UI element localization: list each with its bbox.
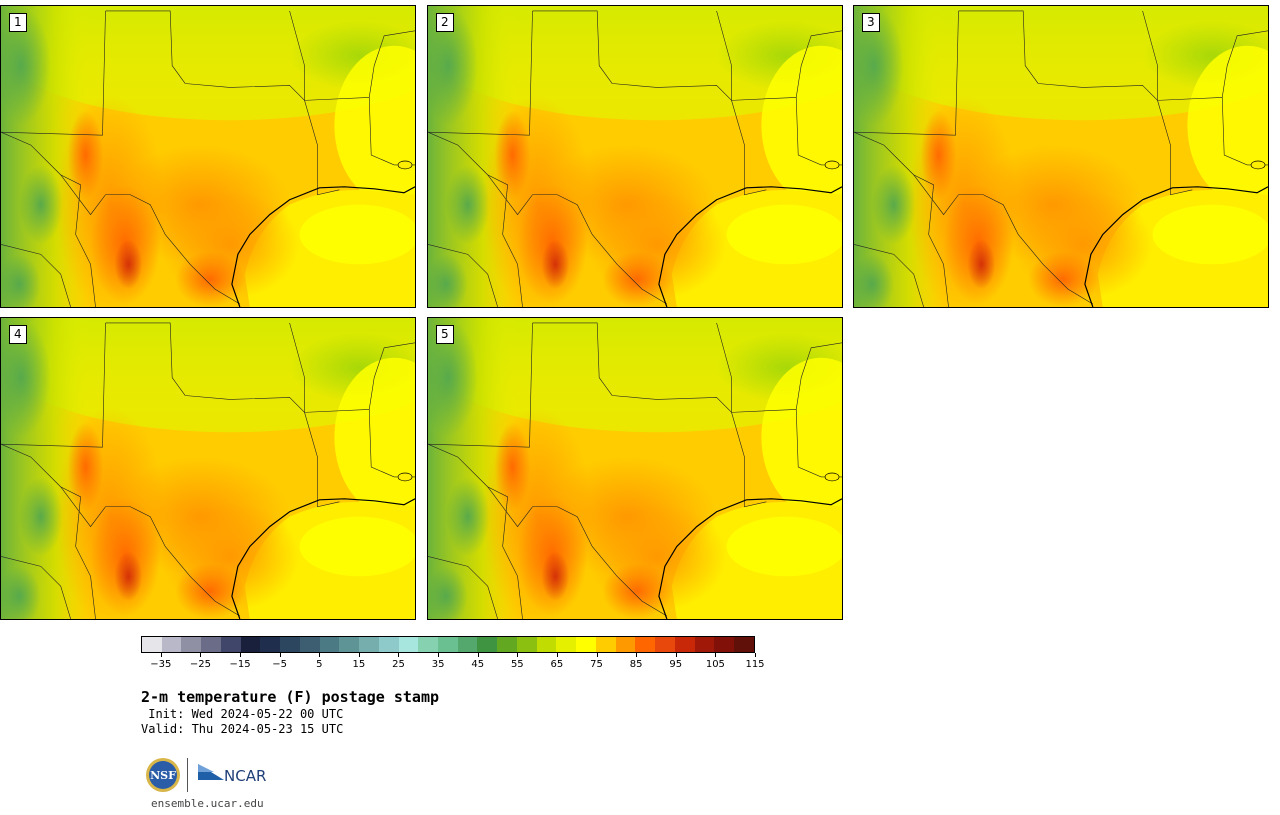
colorbar-swatch xyxy=(556,637,577,652)
colorbar-tick xyxy=(240,653,242,657)
colorbar-swatch xyxy=(576,637,596,652)
colorbar-swatch xyxy=(674,637,695,652)
colorbar-tick-label: 115 xyxy=(745,659,765,670)
colorbar-tick-label: 75 xyxy=(590,659,603,670)
colorbar-swatch xyxy=(497,637,517,652)
temperature-map xyxy=(428,318,842,619)
colorbar-swatch xyxy=(220,637,241,652)
colorbar-swatch xyxy=(457,637,478,652)
colorbar-tick xyxy=(160,653,162,657)
svg-text:NCAR: NCAR xyxy=(224,767,266,785)
colorbar-swatch xyxy=(536,637,557,652)
colorbar-tick xyxy=(556,653,558,657)
stamp-panel-2: 2 xyxy=(427,5,843,308)
colorbar-tick xyxy=(438,653,440,657)
colorbar-swatch xyxy=(260,637,281,652)
panel-label: 2 xyxy=(436,13,454,32)
site-url: ensemble.ucar.edu xyxy=(151,797,264,810)
colorbar-tick xyxy=(596,653,598,657)
init-time: Init: Wed 2024-05-22 00 UTC xyxy=(141,707,344,721)
colorbar-swatch xyxy=(240,637,261,652)
temperature-map xyxy=(1,6,415,307)
panel-label: 5 xyxy=(436,325,454,344)
temperature-map xyxy=(428,6,842,307)
colorbar-swatch xyxy=(635,637,656,652)
colorbar-swatch xyxy=(359,637,379,652)
colorbar-tick xyxy=(636,653,638,657)
colorbar-tick-label: −25 xyxy=(189,659,211,670)
panel-label: 3 xyxy=(862,13,880,32)
colorbar-tick xyxy=(715,653,717,657)
colorbar-tick-label: −5 xyxy=(272,659,288,670)
colorbar-tick-label: 5 xyxy=(316,659,323,670)
colorbar-tick-label: 15 xyxy=(352,659,366,670)
colorbar-swatch xyxy=(655,637,675,652)
colorbar-swatch xyxy=(398,637,419,652)
colorbar xyxy=(141,636,755,653)
colorbar-tick xyxy=(517,653,519,657)
panel-label: 4 xyxy=(9,325,27,344)
colorbar-swatch xyxy=(714,637,735,652)
svg-text:NSF: NSF xyxy=(150,769,176,782)
valid-time: Valid: Thu 2024-05-23 15 UTC xyxy=(141,722,344,736)
temperature-map xyxy=(854,6,1268,307)
stamp-panel-4: 4 xyxy=(0,317,416,620)
colorbar-swatch xyxy=(378,637,399,652)
ncar-logo: NCAR xyxy=(198,764,266,785)
temperature-map xyxy=(1,318,415,619)
colorbar-tick-label: 25 xyxy=(392,659,405,670)
colorbar-tick-label: 35 xyxy=(431,659,445,670)
colorbar-swatch xyxy=(477,637,498,652)
colorbar-swatch xyxy=(280,637,300,652)
colorbar-swatch xyxy=(595,637,616,652)
colorbar-tick-label: 55 xyxy=(510,659,524,670)
colorbar-swatch xyxy=(181,637,202,652)
stamp-panel-5: 5 xyxy=(427,317,843,620)
colorbar-tick xyxy=(477,653,479,657)
colorbar-tick xyxy=(279,653,281,657)
colorbar-tick-label: 45 xyxy=(471,659,485,670)
nsf-logo: NSF xyxy=(146,758,180,792)
colorbar-swatch xyxy=(339,637,360,652)
colorbar-tick xyxy=(755,653,756,657)
colorbar-swatch xyxy=(319,637,340,652)
colorbar-tick xyxy=(200,653,202,657)
colorbar-tick xyxy=(319,653,321,657)
colorbar-tick-label: −15 xyxy=(229,659,251,670)
colorbar-tick-label: 105 xyxy=(705,659,725,670)
colorbar-swatch xyxy=(201,637,221,652)
colorbar-swatch xyxy=(516,637,537,652)
colorbar-swatch xyxy=(615,637,636,652)
logos: NSF NCAR xyxy=(146,758,266,792)
stamp-panel-3: 3 xyxy=(853,5,1269,308)
panel-label: 1 xyxy=(9,13,27,32)
colorbar-ticks: −35 −25 −15 −5 5 15 25 35 45 55 65 75 85 95 105 115 xyxy=(141,653,765,683)
colorbar-tick-label: 65 xyxy=(550,659,564,670)
figure-title: 2-m temperature (F) postage stamp xyxy=(141,688,440,706)
colorbar-swatch xyxy=(438,637,458,652)
colorbar-tick xyxy=(675,653,677,657)
colorbar-swatch xyxy=(734,637,754,652)
colorbar-tick xyxy=(398,653,400,657)
colorbar-swatch xyxy=(142,637,162,652)
colorbar-swatch xyxy=(418,637,439,652)
colorbar-tick-label: 85 xyxy=(629,659,643,670)
colorbar-tick xyxy=(358,653,360,657)
colorbar-tick-label: −35 xyxy=(150,659,172,670)
colorbar-swatch xyxy=(299,637,320,652)
colorbar-swatch xyxy=(161,637,182,652)
colorbar-tick-label: 95 xyxy=(669,659,683,670)
stamp-panel-1: 1 xyxy=(0,5,416,308)
colorbar-swatch xyxy=(694,637,715,652)
